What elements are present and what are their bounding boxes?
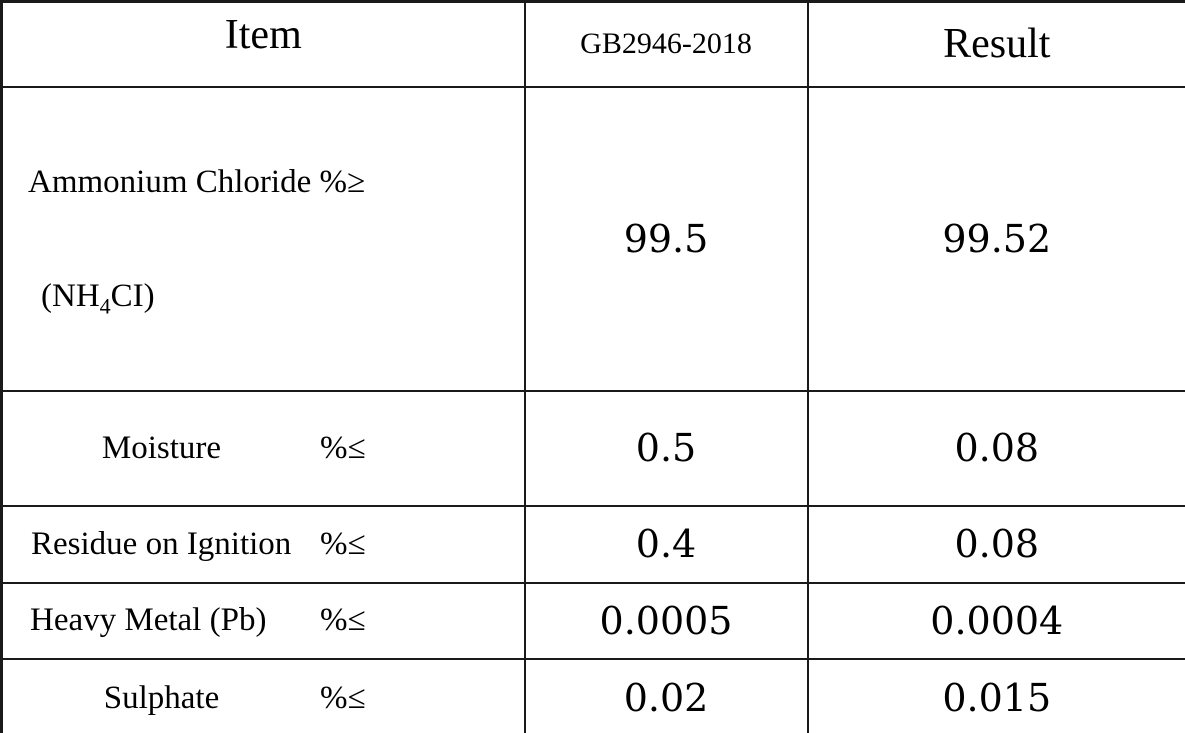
- item-name-line1: Ammonium Chloride %≥: [28, 163, 366, 200]
- standard-cell: 0.02: [523, 657, 809, 733]
- item-name-line2: (NH4CI): [4, 276, 523, 319]
- result-cell: 0.0004: [806, 581, 1185, 660]
- standard-cell: 0.5: [523, 389, 809, 507]
- col-header-standard: GB2946-2018: [523, 0, 809, 88]
- table-row-ammonium-chloride: Ammonium Chloride %≥ (NH4CI) 99.5 99.52: [0, 85, 1185, 392]
- table-row-moisture: Moisture %≤ 0.5 0.08: [0, 389, 1185, 507]
- formula-suffix: CI): [110, 277, 155, 314]
- item-cell: Residue on Ignition %≤: [0, 504, 526, 584]
- limit-symbol: %≤: [320, 429, 366, 466]
- item-name: Residue on Ignition: [31, 525, 292, 562]
- item-cell: Heavy Metal (Pb) %≤: [0, 581, 526, 660]
- limit-symbol: %≤: [320, 679, 366, 716]
- standard-cell: 0.0005: [523, 581, 809, 660]
- standard-cell: 0.4: [523, 504, 809, 584]
- table-row-heavy-metal: Heavy Metal (Pb) %≤ 0.0005 0.0004: [0, 581, 1185, 660]
- col-header-result: Result: [806, 0, 1185, 88]
- item-cell: Sulphate %≤: [0, 657, 526, 733]
- header-row: Item GB2946-2018 Result: [0, 0, 1185, 88]
- item-cell: Moisture %≤: [0, 389, 526, 507]
- table-row-residue-on-ignition: Residue on Ignition %≤ 0.4 0.08: [0, 504, 1185, 584]
- result-cell: 0.015: [806, 657, 1185, 733]
- item-name: Heavy Metal (Pb): [30, 602, 267, 638]
- table-row-sulphate: Sulphate %≤ 0.02 0.015: [0, 657, 1185, 733]
- result-cell: 99.52: [806, 85, 1185, 392]
- formula-subscript-4: 4: [99, 293, 111, 319]
- result-cell: 0.08: [806, 504, 1185, 584]
- col-header-item: Item: [0, 0, 526, 88]
- item-name: Moisture: [101, 429, 222, 466]
- limit-symbol: %≤: [320, 525, 366, 562]
- item-name: Sulphate: [103, 679, 220, 716]
- item-cell: Ammonium Chloride %≥ (NH4CI): [0, 85, 526, 392]
- limit-symbol: %≤: [320, 602, 366, 638]
- standard-cell: 99.5: [523, 85, 809, 392]
- formula-prefix: (NH: [41, 277, 100, 314]
- result-cell: 0.08: [806, 389, 1185, 507]
